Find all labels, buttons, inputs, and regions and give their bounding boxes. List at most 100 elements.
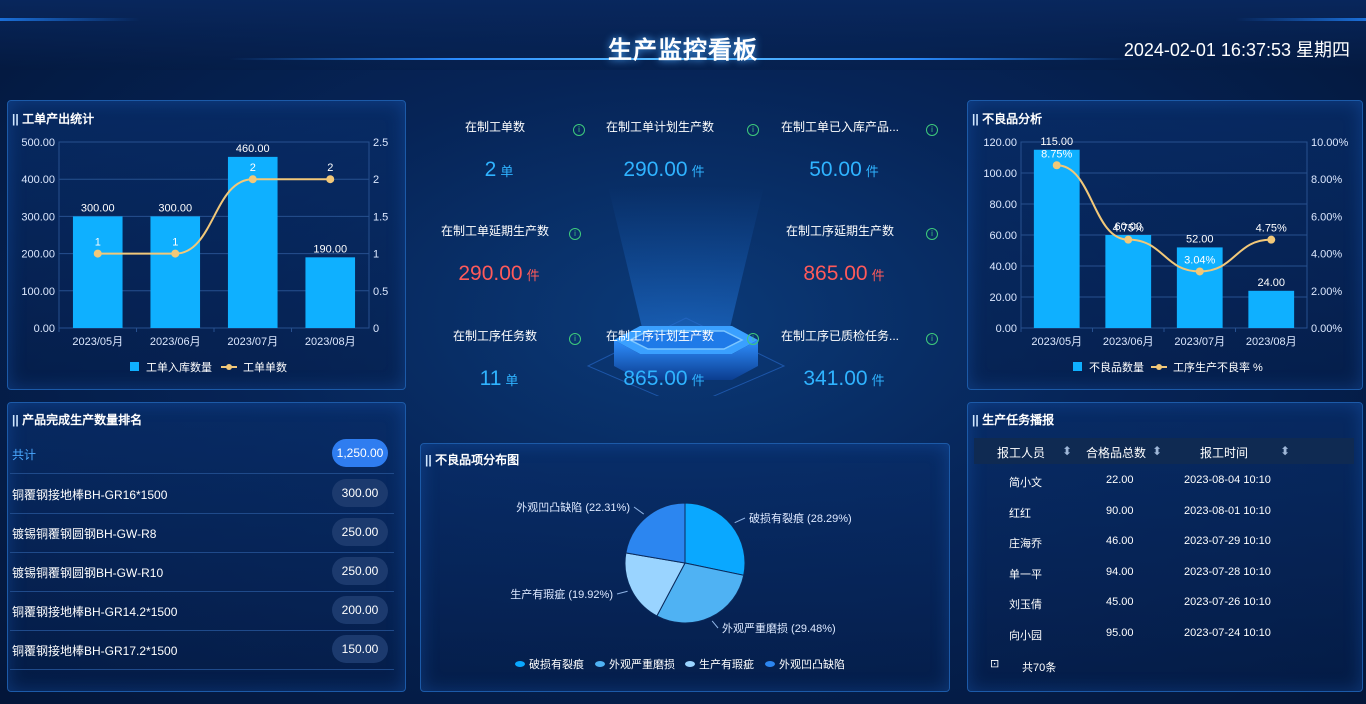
y-tick-label: 80.00 (989, 199, 1017, 211)
kpi-unit: 件 (865, 164, 879, 179)
bar (305, 257, 356, 328)
kpi-value: 865.00 件 (574, 367, 754, 391)
x-tick-label: 2023/05月 (72, 336, 123, 348)
legend-bar-swatch (1073, 362, 1082, 371)
bar (1176, 247, 1223, 328)
legend-line-dot (226, 364, 232, 370)
platform-hexagon-icon (586, 186, 786, 396)
legend-line-label: 工序生产不良率 % (1173, 360, 1263, 374)
task-reporter: 单一平 (1009, 568, 1042, 581)
y2-tick-label: 4.00% (1311, 249, 1342, 261)
kpi-label: 在制工单计划生产数 (605, 120, 714, 134)
y-tick-label: 120.00 (983, 137, 1017, 149)
legend-swatch (685, 661, 695, 667)
rank-row: 铜覆钢接地棒BH-GR16*1500 300.00 (10, 474, 394, 514)
defect-analysis-panel (967, 100, 1363, 390)
task-qualified-count: 95.00 (1106, 626, 1134, 639)
bar (72, 216, 123, 328)
kpi-number: 11 (479, 367, 502, 390)
header-decoration-right (1236, 18, 1366, 21)
info-icon[interactable]: i (747, 333, 759, 345)
kpi-number: 2 (484, 158, 497, 181)
y-tick-label: 100.00 (21, 286, 55, 298)
y-tick-label: 40.00 (989, 261, 1017, 273)
legend-bar-swatch (130, 362, 139, 371)
line-point (171, 249, 180, 258)
sort-icon[interactable]: ⬍ (1062, 444, 1073, 458)
rank-product-name: 镀锡铜覆钢圆钢BH-GW-R10 (12, 566, 164, 580)
kpi-number: 865.00 (803, 262, 868, 285)
line-point (1267, 235, 1276, 244)
y2-tick-label: 2 (373, 174, 379, 186)
pie-slice (684, 502, 746, 576)
legend-label: 生产有瑕疵 (699, 657, 754, 671)
info-icon[interactable]: i (569, 333, 581, 345)
pagination-icon[interactable]: ⊡ (990, 658, 1000, 670)
pie-slice-label: 生产有瑕疵 (19.92%) (510, 587, 613, 601)
legend-bar-label: 不良品数量 (1089, 360, 1144, 374)
y-tick-label: 200.00 (21, 249, 55, 261)
kpi-unit: 单 (505, 373, 519, 388)
task-reporter: 简小文 (1009, 477, 1042, 489)
rank-product-name: 铜覆钢接地棒BH-GR17.2*1500 (12, 644, 178, 658)
kpi-area (408, 96, 964, 426)
rank-row-total: 共计 1,250.00 (10, 434, 394, 474)
bar-value-label: 300.00 (81, 202, 115, 214)
info-icon[interactable]: i (573, 124, 585, 136)
pie-label-leader (711, 620, 719, 629)
line-point (1124, 235, 1133, 244)
task-report-time: 2023-07-26 10:10 (1184, 596, 1271, 608)
info-icon[interactable]: i (926, 333, 938, 345)
info-icon[interactable]: i (926, 228, 938, 240)
bar-value-label: 60.00 (1114, 221, 1142, 233)
kpi-unit: 件 (526, 268, 540, 283)
legend-label: 外观严重磨损 (609, 657, 675, 671)
task-reporter: 庄海乔 (1009, 538, 1042, 550)
header-glow-line (230, 58, 1136, 60)
line-value-label: 8.75% (1041, 148, 1072, 160)
y2-tick-label: 0.00% (1311, 323, 1342, 335)
sort-icon[interactable]: ⬍ (1280, 444, 1291, 458)
rank-total-value: 1,250.00 (332, 439, 388, 467)
line-point (248, 175, 257, 184)
line-value-label: 2 (250, 162, 256, 174)
col-reporter[interactable]: 报工人员 (997, 446, 1046, 460)
legend-swatch (515, 661, 525, 667)
task-total-count: 共70条 (1022, 662, 1057, 674)
x-tick-label: 2023/07月 (227, 336, 278, 348)
kpi-number: 341.00 (803, 367, 868, 390)
y2-tick-label: 1.5 (373, 211, 388, 223)
task-report-time: 2023-07-28 10:10 (1184, 565, 1271, 578)
kpi-value: 290.00 件 (574, 158, 754, 182)
col-qualified-total[interactable]: 合格品总数 (1086, 446, 1147, 460)
task-report-time: 2023-08-01 10:10 (1184, 504, 1271, 517)
rank-row: 铜覆钢接地棒BH-GR14.2*1500 200.00 (10, 591, 394, 631)
sort-icon[interactable]: ⬍ (1152, 444, 1163, 458)
x-tick-label: 2023/07月 (1174, 336, 1225, 348)
legend-line-dot (1156, 364, 1162, 370)
y-tick-label: 400.00 (21, 174, 55, 186)
task-report-time: 2023-07-24 10:10 (1184, 626, 1271, 639)
col-report-time[interactable]: 报工时间 (1200, 446, 1249, 460)
task-report-time: 2023-08-04 10:10 (1184, 474, 1271, 486)
task-reporter: 向小园 (1009, 629, 1042, 642)
info-icon[interactable]: i (926, 124, 938, 136)
y2-tick-label: 10.00% (1311, 137, 1349, 149)
y-tick-label: 500.00 (21, 137, 55, 149)
y-tick-label: 0.00 (996, 323, 1017, 335)
kpi-unit: 件 (691, 164, 705, 179)
info-icon[interactable]: i (569, 228, 581, 240)
bar (150, 216, 201, 328)
task-qualified-count: 22.00 (1106, 474, 1134, 486)
bar-value-label: 52.00 (1186, 233, 1214, 245)
y2-tick-label: 2.5 (373, 137, 388, 149)
legend-label: 外观凹凸缺陷 (779, 657, 845, 671)
pie-slice-label: 破损有裂痕 (28.29%) (749, 511, 852, 525)
kpi-label: 在制工序延期生产数 (785, 224, 894, 238)
info-icon[interactable]: i (747, 124, 759, 136)
task-report-time: 2023-07-29 10:10 (1184, 535, 1271, 547)
kpi-label: 在制工序计划生产数 (605, 329, 714, 343)
kpi-value: 341.00 件 (754, 367, 934, 391)
page-title: 生产监控看板 (608, 37, 758, 64)
